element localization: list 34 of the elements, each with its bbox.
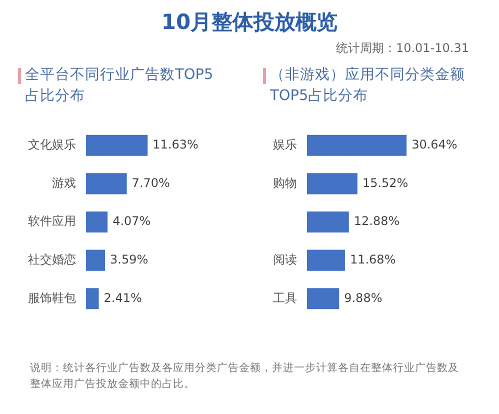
data-label: 12.88% (354, 214, 400, 228)
data-label: 2.41% (104, 290, 142, 305)
y-tick-label: 文化娱乐 (28, 137, 76, 152)
data-label: 9.88% (344, 290, 382, 305)
text: 10月整体投放概览 (160, 9, 339, 36)
data-label: 7.70% (132, 176, 170, 190)
bar (307, 288, 340, 310)
text: 说明：统计各行业广告数及各应用分类广告金额，并进一步计算各自在整体行业广告数及整体应用广告投放金额中的占比。 (30, 361, 460, 392)
chart-title: （非游戏）应用不同分类金额TOP5占比分布 (270, 66, 466, 106)
bar (86, 211, 108, 233)
text: 统计周期：10.01-10.31 (334, 40, 470, 57)
bar (86, 134, 148, 156)
bar (86, 250, 106, 271)
y-tick-label: 社交婚恋 (28, 252, 76, 266)
data-label: 4.07% (112, 214, 151, 228)
data-label: 30.64% (412, 137, 458, 152)
bar (86, 173, 127, 194)
chart-title: 全平台不同行业广告数TOP5占比分布 (25, 66, 214, 106)
data-label: 11.68% (350, 252, 396, 266)
bar (307, 250, 345, 271)
y-tick-label: 软件应用 (28, 214, 76, 228)
bar (86, 288, 99, 310)
data-label: 3.59% (110, 252, 148, 266)
y-tick-label: 服饰鞋包 (28, 290, 76, 305)
bar (307, 173, 358, 194)
data-label: 11.63% (152, 137, 198, 152)
y-tick-label: 娱乐 (273, 137, 297, 152)
y-tick-label: 工具 (273, 290, 297, 305)
y-tick-label: 阅读 (273, 252, 297, 266)
bar (307, 134, 407, 156)
bar (307, 211, 349, 233)
y-tick-label: 游戏 (52, 176, 76, 190)
y-tick-label: 购物 (273, 176, 297, 190)
data-label: 15.52% (362, 176, 408, 190)
